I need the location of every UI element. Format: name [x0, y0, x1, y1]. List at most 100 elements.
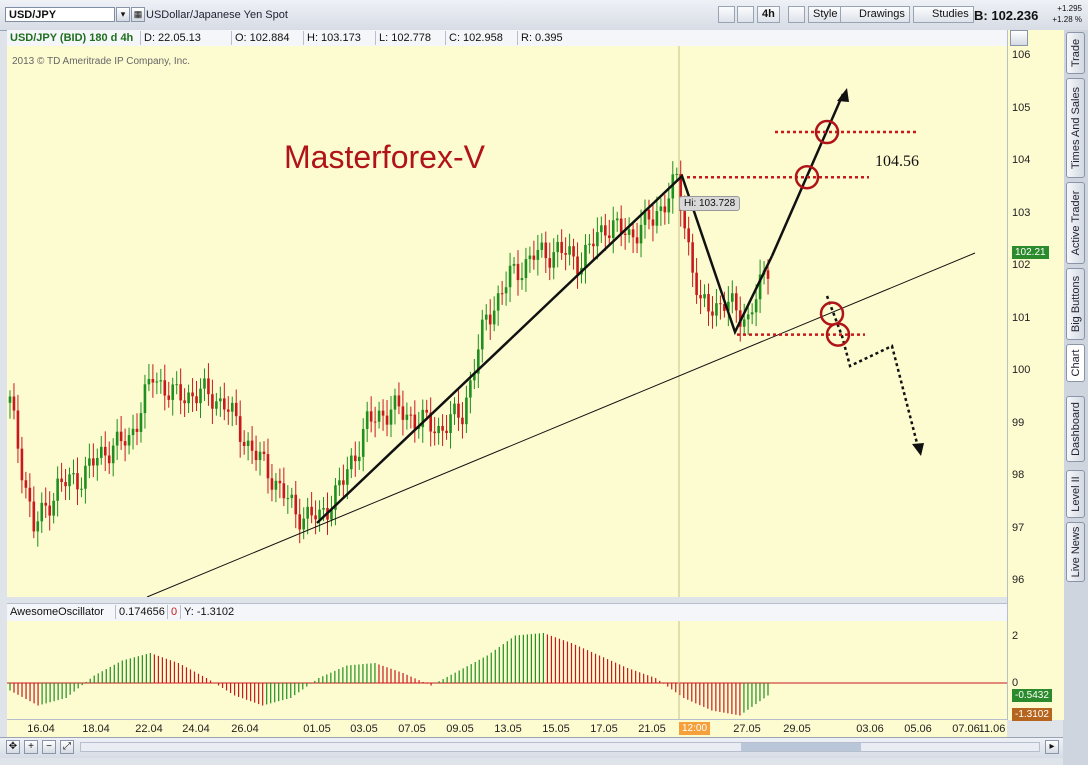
time-tick-label: 13.05 — [494, 723, 522, 735]
tab-active-trader[interactable]: Active Trader — [1066, 182, 1085, 264]
expand-icon[interactable]: ⤢ — [60, 740, 74, 754]
time-scrollbar[interactable] — [80, 742, 1040, 752]
candle-body — [409, 414, 413, 416]
candle-body — [52, 500, 55, 516]
tab-trade[interactable]: Trade — [1066, 32, 1085, 74]
candle-body — [8, 396, 12, 403]
candle-body — [250, 440, 254, 451]
zoom-in-icon[interactable]: + — [24, 740, 38, 754]
axis-settings-icon[interactable] — [1010, 30, 1028, 46]
oscillator-info-bar: AwesomeOscillator 0.174656 0 Y: -1.3102 — [7, 603, 1007, 622]
tab-level-ii[interactable]: Level II — [1066, 470, 1085, 518]
candle-body — [742, 319, 746, 327]
tab-times-and-sales[interactable]: Times And Sales — [1066, 78, 1085, 178]
candle-body — [278, 480, 282, 484]
candle-body — [449, 414, 452, 433]
candle-body — [639, 224, 643, 244]
candle-body — [373, 421, 377, 423]
high-label: Hi: 103.728 — [679, 196, 741, 211]
tab-active-trader-label: Active Trader — [1069, 190, 1082, 256]
tab-chart-label: Chart — [1069, 349, 1082, 377]
cursor-time-tag: 12:00 — [679, 722, 711, 735]
time-axis: 16.04 18.04 22.04 24.04 26.04 01.05 03.05 07.05… — [7, 719, 1007, 738]
candle-body — [369, 411, 373, 422]
ao-tick-0: 0 — [1012, 677, 1019, 689]
candle-body — [139, 413, 143, 432]
scroll-end-icon[interactable]: ▸ — [1045, 740, 1059, 754]
price-tick-label: 101 — [1012, 311, 1031, 324]
candle-body — [703, 294, 706, 299]
time-tick-label: 27.05 — [733, 723, 761, 735]
time-tick-label: 03.06 — [856, 723, 884, 735]
candle-body — [36, 521, 40, 532]
candle-body — [389, 409, 393, 425]
time-tick-label: 21.05 — [638, 723, 666, 735]
studies-button[interactable]: Studies — [913, 6, 974, 23]
candle-body — [397, 395, 401, 407]
zoom-out-icon[interactable]: − — [42, 740, 56, 754]
tab-live-news[interactable]: Live News — [1066, 522, 1085, 582]
price-tick-label: 105 — [1012, 101, 1031, 114]
style-button[interactable]: Style — [808, 6, 843, 23]
candle-body — [234, 402, 238, 417]
symbol-input[interactable]: USD/JPY — [5, 7, 115, 22]
candle-body — [413, 414, 417, 429]
symbol-lookup-icon[interactable]: ▦ — [131, 7, 145, 22]
bid-price: B: 102.236 — [974, 8, 1038, 23]
candle-body — [119, 431, 123, 442]
price-chart[interactable]: 2013 © TD Ameritrade IP Company, Inc. Ma… — [7, 46, 1007, 597]
candle-body — [734, 293, 738, 311]
chart-type-icon[interactable] — [788, 6, 805, 23]
candle-body — [552, 252, 556, 268]
copyright-text: 2013 © TD Ameritrade IP Company, Inc. — [12, 56, 191, 67]
candle-body — [715, 303, 718, 316]
projection-line-up — [770, 93, 845, 257]
tab-big-buttons[interactable]: Big Buttons — [1066, 268, 1085, 340]
candle-body — [453, 403, 456, 415]
candle-body — [647, 209, 651, 220]
tools-icon[interactable] — [737, 6, 754, 23]
scrollbar-thumb[interactable] — [741, 743, 861, 751]
candle-body — [127, 435, 131, 446]
arrow-up-head — [837, 88, 849, 102]
candle-body — [219, 398, 222, 402]
candle-body — [226, 409, 230, 412]
candle-body — [461, 417, 464, 425]
candle-body — [56, 478, 59, 501]
drawings-button[interactable]: Drawings — [840, 6, 910, 23]
symbol-dropdown-icon[interactable]: ▾ — [116, 7, 130, 22]
candle-body — [746, 314, 750, 320]
candle-body — [496, 293, 500, 311]
time-tick-label: 07.05 — [398, 723, 426, 735]
tab-trade-label: Trade — [1069, 38, 1082, 68]
candle-body — [318, 509, 321, 520]
candle-body — [504, 287, 508, 294]
oscillator-chart[interactable] — [7, 621, 1007, 719]
price-tick-label: 106 — [1012, 49, 1031, 62]
candle-body — [111, 445, 115, 464]
price-tick-label: 104 — [1012, 154, 1031, 167]
candle-body — [723, 304, 726, 311]
time-tick-label: 18.04 — [82, 723, 110, 735]
pan-icon[interactable]: ✥ — [6, 740, 20, 754]
instrument-info: USD/JPY (BID) 180 d 4h — [10, 32, 134, 44]
candle-body — [175, 384, 178, 386]
bottom-nav-bar: ✥ + − ⤢ ▸ — [0, 737, 1063, 758]
tab-dashboard[interactable]: Dashboard — [1066, 396, 1085, 462]
candle-body — [536, 249, 540, 260]
candle-body — [592, 243, 595, 247]
tab-chart[interactable]: Chart — [1066, 344, 1085, 382]
candle-body — [635, 237, 639, 244]
candle-body — [528, 255, 532, 260]
range-info: R: 0.395 — [517, 31, 577, 45]
time-tick-label: 03.05 — [350, 723, 378, 735]
candle-body — [405, 414, 409, 420]
interval-button[interactable]: 4h — [757, 6, 780, 23]
chart-settings-icon[interactable] — [718, 6, 735, 23]
candle-body — [274, 480, 278, 490]
candle-body — [298, 514, 302, 530]
candle-body — [441, 425, 444, 431]
candle-body — [421, 409, 425, 428]
candle-body — [683, 211, 686, 229]
candle-body — [334, 485, 337, 510]
